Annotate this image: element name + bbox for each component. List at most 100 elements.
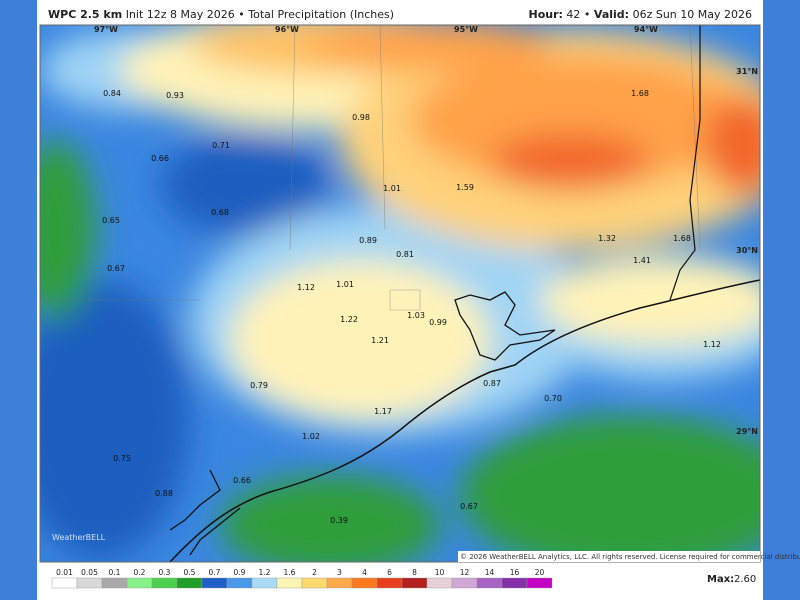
- point-value: 0.93: [166, 91, 184, 100]
- colorbar-swatch: [451, 577, 478, 589]
- colorbar-label: 10: [435, 568, 445, 577]
- county-lines: [40, 25, 701, 311]
- longitude-label: 95°W: [454, 25, 478, 34]
- point-value: 1.12: [297, 283, 315, 292]
- copyright-bg: [458, 551, 760, 562]
- colorbar-swatch: [476, 577, 503, 589]
- colorbar-swatch: [526, 577, 553, 589]
- point-value: 1.22: [340, 315, 358, 324]
- colorbar-label: 0.1: [109, 568, 121, 577]
- shade: [160, 135, 330, 235]
- colorbar-label: 12: [460, 568, 470, 577]
- colorbar-swatch: [126, 577, 153, 589]
- point-value: 1.21: [371, 336, 389, 345]
- colorbar-swatch: [226, 577, 253, 589]
- point-value: 1.03: [407, 311, 425, 320]
- colorbar-swatch: [76, 577, 103, 589]
- point-value: 0.68: [211, 208, 229, 217]
- point-value: 1.02: [302, 432, 320, 441]
- point-value: 0.70: [544, 394, 562, 403]
- point-value: 0.99: [429, 318, 447, 327]
- latitude-label: 29°N: [736, 427, 758, 436]
- valid-value: 06z Sun 10 May 2026: [632, 8, 752, 21]
- longitude-label: 94°W: [634, 25, 658, 34]
- colorbar-swatch: [51, 577, 78, 589]
- colorbar-swatch: [101, 577, 128, 589]
- colorbar-label: 20: [535, 568, 545, 577]
- bay: [454, 291, 556, 361]
- shade: [40, 280, 190, 560]
- colorbar-label: 1.6: [284, 568, 296, 577]
- colorbar-label: 2: [312, 568, 317, 577]
- colorbar-swatch: [151, 577, 178, 589]
- point-value: 0.67: [107, 264, 125, 273]
- point-value: 0.75: [113, 454, 131, 463]
- colorbar-swatch: [426, 577, 453, 589]
- shade: [540, 255, 760, 345]
- colorbar-label: 0.5: [184, 568, 196, 577]
- hour-label: Hour:: [528, 8, 563, 21]
- shade: [705, 95, 760, 195]
- point-value: 0.39: [330, 516, 348, 525]
- colorbar-label: 6: [387, 568, 392, 577]
- point-value: 0.65: [102, 216, 120, 225]
- copyright: © 2026 WeatherBELL Analytics, LLC. All r…: [460, 553, 800, 561]
- point-value: 1.68: [673, 234, 691, 243]
- colorbar-label: 0.2: [134, 568, 146, 577]
- point-value: 0.81: [396, 250, 414, 259]
- colorbar-label: 4: [362, 568, 367, 577]
- point-value: 0.66: [151, 154, 169, 163]
- point-value: 0.66: [233, 476, 251, 485]
- map: [40, 25, 760, 562]
- colorbar-label: 0.05: [81, 568, 98, 577]
- latitude-label: 31°N: [736, 67, 758, 76]
- colorbar-label: 16: [510, 568, 520, 577]
- header-right: Hour: 42 • Valid: 06z Sun 10 May 2026: [529, 8, 753, 21]
- shade: [230, 260, 490, 420]
- separator: •: [583, 8, 591, 21]
- model: WPC 2.5 km: [48, 8, 123, 21]
- colorbar-swatch: [376, 577, 403, 589]
- point-value: 0.98: [352, 113, 370, 122]
- precip-field: [40, 25, 760, 562]
- colorbar-swatch: [301, 577, 328, 589]
- colorbar-label: 1.2: [259, 568, 271, 577]
- max-label: Max:: [707, 574, 734, 585]
- coastline: [169, 279, 760, 562]
- colorbar-label: 14: [485, 568, 495, 577]
- colorbar-swatch: [501, 577, 528, 589]
- colorbar-swatch: [401, 577, 428, 589]
- shade: [460, 415, 760, 562]
- valid-label: Valid:: [593, 8, 630, 21]
- max-value: 2.60: [734, 574, 756, 585]
- shade: [310, 25, 550, 70]
- logo: WeatherBELL: [52, 533, 106, 542]
- bay: [169, 469, 241, 556]
- point-value: 1.59: [456, 183, 474, 192]
- colorbar-label: 0.3: [159, 568, 171, 577]
- point-value: 0.87: [483, 379, 501, 388]
- colorbar-label: 3: [337, 568, 342, 577]
- point-value: 0.71: [212, 141, 230, 150]
- colorbar-swatch: [251, 577, 278, 589]
- subtitle: Init 12z 8 May 2026 • Total Precipitatio…: [125, 8, 395, 21]
- header-left: WPC 2.5 km Init 12z 8 May 2026 • Total P…: [48, 8, 394, 21]
- shade: [490, 134, 650, 190]
- colorbar-label: 0.9: [234, 568, 246, 577]
- point-value: 0.79: [250, 381, 268, 390]
- point-value: 0.88: [155, 489, 173, 498]
- latitude-label: 30°N: [736, 246, 758, 255]
- colorbar-swatch: [326, 577, 353, 589]
- longitude-label: 97°W: [94, 25, 118, 34]
- point-value: 0.84: [103, 89, 121, 98]
- colorbar-label: 8: [412, 568, 417, 577]
- point-value: 1.68: [631, 89, 649, 98]
- longitude-label: 96°W: [275, 25, 299, 34]
- state-line: [669, 25, 701, 301]
- point-value: 1.41: [633, 256, 651, 265]
- point-value: 1.12: [703, 340, 721, 349]
- point-value: 1.01: [383, 184, 401, 193]
- point-value: 1.01: [336, 280, 354, 289]
- point-value: 1.32: [598, 234, 616, 243]
